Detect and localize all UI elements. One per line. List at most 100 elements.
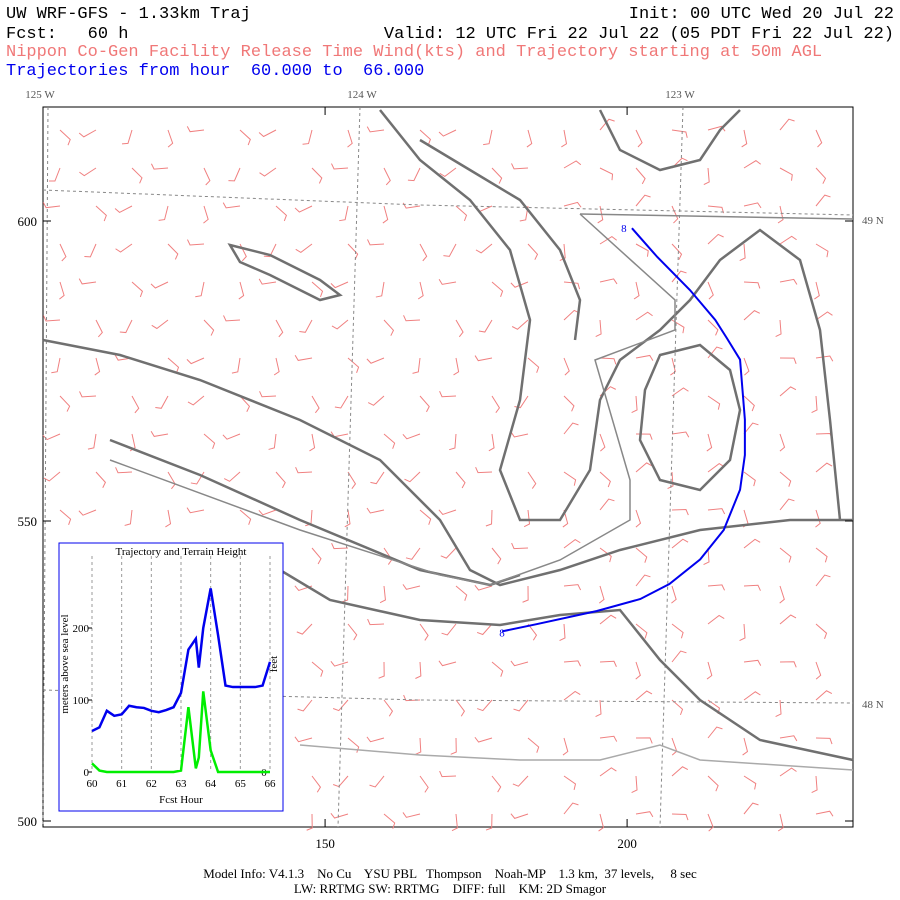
wind-barb bbox=[777, 205, 784, 224]
wind-barb bbox=[451, 813, 458, 832]
wind-barb bbox=[59, 281, 65, 300]
y-tick-label: 0 bbox=[84, 767, 90, 779]
wind-barb bbox=[366, 357, 385, 364]
wind-barb bbox=[383, 319, 395, 336]
wind-barb bbox=[743, 202, 762, 209]
wind-barb bbox=[239, 395, 251, 412]
wind-barb bbox=[339, 205, 349, 222]
wind-barb bbox=[599, 167, 614, 181]
wind-barb bbox=[367, 618, 385, 626]
wind-barb bbox=[475, 466, 493, 474]
wind-barb bbox=[449, 433, 457, 451]
wind-barb bbox=[563, 281, 581, 290]
wind-barb bbox=[438, 129, 457, 137]
wind-barb bbox=[779, 661, 797, 668]
wind-barb bbox=[563, 538, 581, 549]
wind-barb bbox=[599, 471, 611, 488]
wind-barb bbox=[815, 690, 833, 701]
wind-barb bbox=[779, 614, 797, 625]
wind-barb bbox=[599, 767, 617, 777]
wind-barb bbox=[563, 802, 579, 815]
wind-barb bbox=[599, 236, 617, 245]
wind-barb bbox=[779, 167, 793, 181]
wind-barb bbox=[347, 471, 357, 489]
wind-barb bbox=[475, 243, 493, 254]
wind-barb bbox=[295, 467, 313, 474]
wind-barb bbox=[334, 395, 349, 409]
wind-barb bbox=[815, 462, 833, 473]
wind-barb bbox=[268, 433, 277, 450]
wind-barb bbox=[743, 422, 759, 435]
wind-barb bbox=[671, 243, 683, 260]
wind-barb bbox=[439, 391, 457, 398]
wind-barb bbox=[635, 462, 653, 473]
wind-barb bbox=[258, 278, 277, 285]
wind-barb bbox=[635, 661, 641, 680]
wind-barb bbox=[476, 623, 493, 636]
lon-label: 125 W bbox=[25, 89, 55, 101]
wind-barb bbox=[48, 167, 61, 182]
wind-barb bbox=[114, 354, 133, 361]
valid: Valid: 12 UTC Fri 22 Jul 22 (05 PDT Fri … bbox=[384, 25, 894, 44]
wind-barb bbox=[510, 281, 529, 288]
wind-barb bbox=[478, 319, 493, 333]
wind-barb bbox=[330, 661, 349, 667]
wind-barb bbox=[707, 614, 725, 625]
wind-barb bbox=[779, 357, 797, 364]
wind-barb bbox=[347, 357, 360, 373]
wind-barb bbox=[563, 160, 582, 169]
lat-line bbox=[42, 189, 854, 216]
wind-barb bbox=[779, 386, 797, 397]
wind-barb bbox=[563, 775, 577, 790]
wind-barb bbox=[367, 239, 385, 246]
wind-barb bbox=[707, 319, 719, 336]
wind-barb bbox=[419, 129, 432, 146]
wind-barb bbox=[383, 433, 396, 449]
wind-barb bbox=[599, 357, 617, 365]
wind-barb bbox=[597, 205, 604, 224]
wind-barb bbox=[311, 167, 323, 184]
wind-barb bbox=[273, 357, 280, 376]
wind-barb bbox=[635, 243, 649, 257]
wind-barb bbox=[743, 471, 756, 487]
wind-barb bbox=[815, 194, 831, 207]
wind-barb bbox=[375, 281, 385, 298]
wind-barb bbox=[635, 737, 653, 744]
wind-barb bbox=[455, 205, 468, 222]
wind-barb bbox=[223, 471, 241, 482]
wind-barb bbox=[222, 433, 241, 440]
wind-barb bbox=[195, 281, 205, 298]
wind-barb bbox=[114, 205, 133, 214]
wind-barb bbox=[438, 509, 457, 516]
wind-barb bbox=[703, 547, 710, 565]
wind-barb bbox=[419, 509, 432, 525]
wind-barb bbox=[347, 623, 358, 641]
wind-barb bbox=[779, 735, 798, 742]
wind-barb bbox=[43, 315, 61, 322]
wind-barb bbox=[474, 355, 493, 362]
x-tick-label: 64 bbox=[205, 778, 217, 790]
series-line bbox=[91, 691, 270, 774]
wind-barb bbox=[131, 281, 144, 298]
wind-barb bbox=[743, 310, 760, 321]
wind-barb bbox=[743, 357, 750, 376]
wind-barb bbox=[671, 319, 685, 334]
wind-barb bbox=[671, 157, 688, 169]
wind-barb bbox=[561, 129, 568, 148]
wind-barb bbox=[779, 118, 795, 131]
border bbox=[299, 744, 854, 771]
lon-label: 124 W bbox=[347, 89, 377, 101]
wind-barb bbox=[671, 270, 687, 283]
wind-barb bbox=[523, 509, 531, 528]
wind-barb bbox=[51, 357, 61, 374]
wind-barb bbox=[203, 167, 211, 186]
wind-barb bbox=[228, 167, 241, 182]
trajectory-end-label: 8 bbox=[621, 223, 627, 235]
wind-barb bbox=[599, 498, 615, 511]
wind-barb bbox=[78, 278, 97, 285]
wind-barb bbox=[707, 395, 721, 410]
wind-barb bbox=[419, 395, 430, 413]
wind-barb bbox=[331, 319, 349, 330]
wind-barb bbox=[743, 659, 762, 666]
wind-barb bbox=[488, 433, 495, 452]
